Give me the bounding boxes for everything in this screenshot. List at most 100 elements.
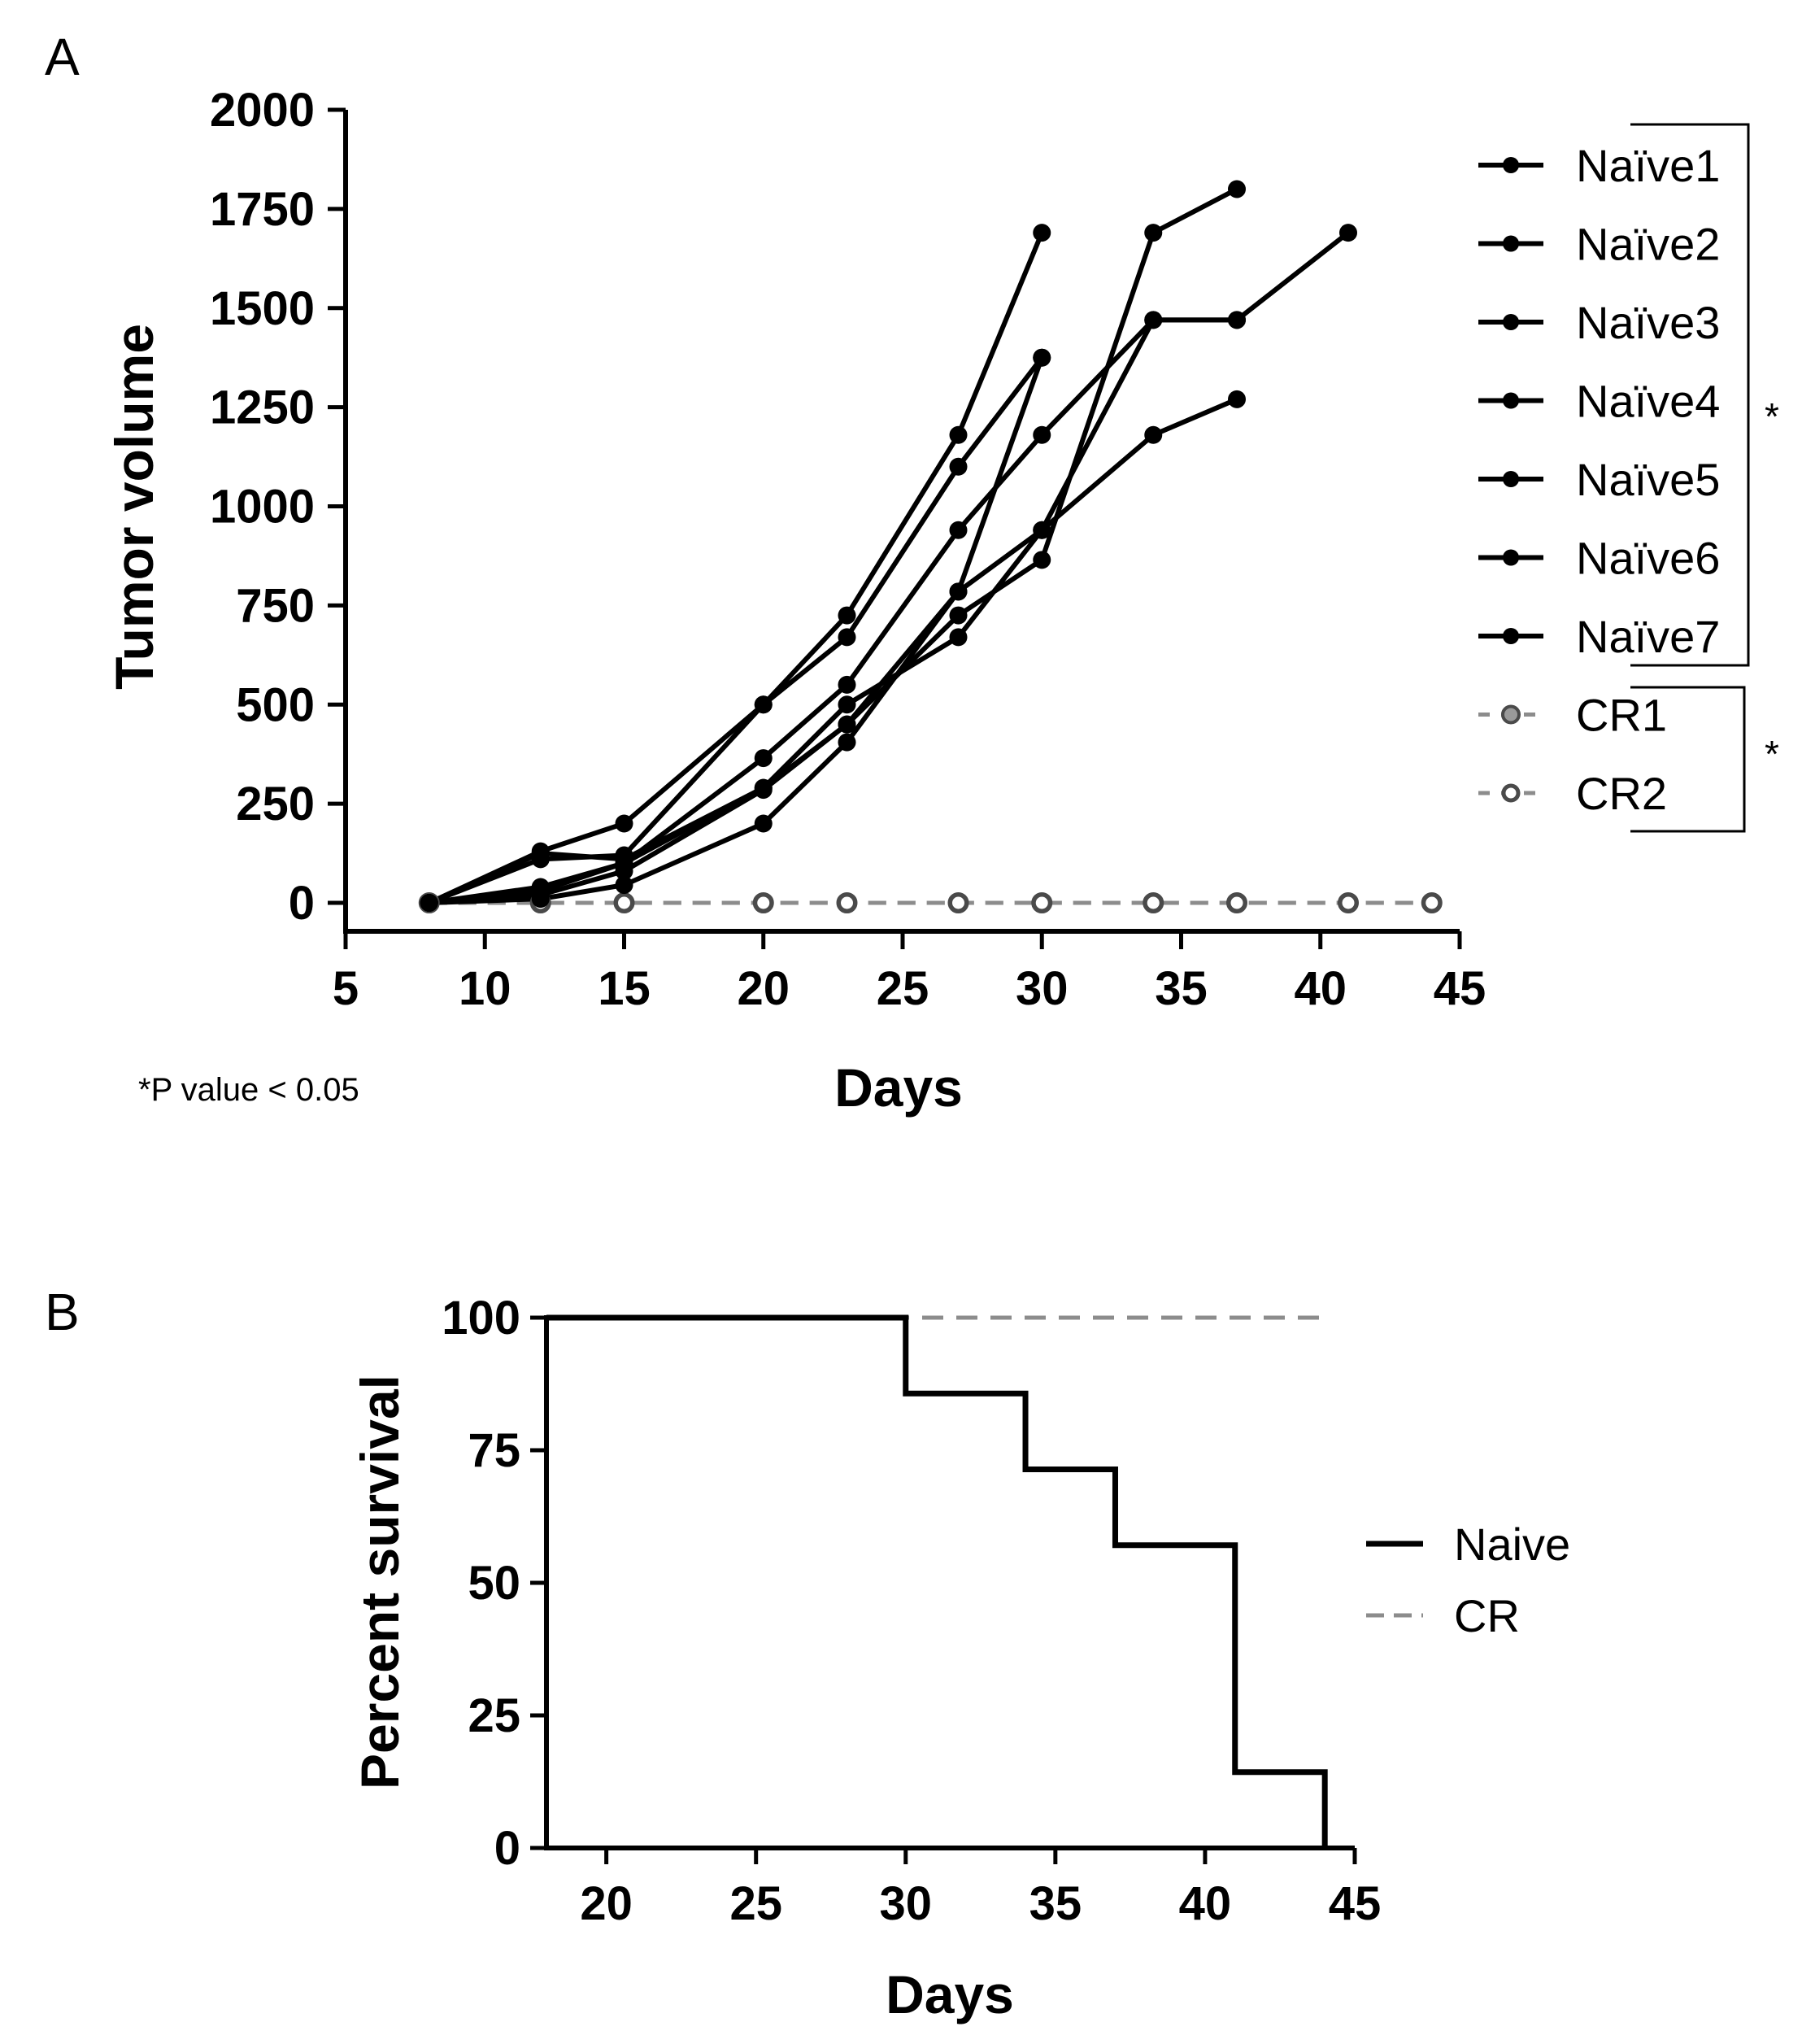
y-tick-label: 100: [442, 1292, 520, 1345]
data-point: [1338, 892, 1359, 913]
legend-swatch-marker: [1501, 783, 1521, 803]
y-tick-label: 2000: [210, 84, 315, 137]
x-tick-label: 20: [580, 1877, 633, 1930]
y-tick-label: 250: [236, 778, 315, 830]
y-tick-label: 50: [468, 1557, 520, 1610]
data-point: [1144, 425, 1163, 444]
data-point: [615, 850, 633, 869]
legend-label: Naïve5: [1576, 454, 1720, 505]
legend-label: CR: [1454, 1590, 1520, 1641]
x-tick-label: 40: [1179, 1877, 1232, 1930]
x-tick-label: 35: [1029, 1877, 1082, 1930]
data-point: [754, 778, 773, 797]
data-point: [531, 890, 550, 909]
data-point: [1033, 425, 1051, 444]
y-tick-label: 0: [494, 1822, 520, 1875]
x-tick-label: 25: [729, 1877, 782, 1930]
x-axis-title: Days: [886, 1964, 1014, 2024]
data-point: [949, 457, 968, 476]
x-tick-label: 40: [1294, 962, 1347, 1015]
footnote: *P value < 0.05: [138, 1072, 359, 1108]
x-tick-label: 10: [459, 962, 511, 1015]
data-point: [420, 894, 438, 912]
x-axis-title: Days: [834, 1057, 963, 1118]
data-point: [948, 892, 968, 913]
legend-swatch-marker: [1503, 471, 1519, 487]
x-tick-label: 30: [880, 1877, 933, 1930]
data-point: [753, 892, 774, 913]
legend-label: Naïve2: [1576, 219, 1720, 270]
data-point: [1143, 892, 1164, 913]
data-point: [1144, 224, 1163, 242]
data-point: [1033, 551, 1051, 569]
data-point: [1339, 224, 1357, 242]
series-line-Naïve2: [428, 355, 1044, 905]
naive-bracket: [1630, 123, 1750, 667]
legend-swatch-marker: [1503, 314, 1519, 330]
survival-line-Naive: [546, 1314, 1328, 1848]
data-point: [1228, 311, 1246, 329]
x-tick-label: 15: [598, 962, 651, 1015]
data-point: [1228, 180, 1246, 198]
legend-label: Naïve1: [1576, 140, 1720, 191]
series-line-Naïve3: [429, 317, 1237, 905]
legend-swatch-marker: [1503, 157, 1519, 173]
panel-a-label: A: [45, 28, 80, 86]
y-tick-label: 0: [289, 877, 315, 930]
data-point: [754, 749, 773, 768]
y-tick-label: 750: [236, 579, 315, 632]
legend-label: Naïve6: [1576, 533, 1720, 584]
y-tick-label: 1250: [210, 381, 315, 434]
data-point: [1033, 348, 1051, 367]
data-point: [754, 695, 773, 714]
legend-swatch-marker: [1503, 392, 1519, 409]
x-tick-label: 35: [1155, 962, 1208, 1015]
survival-chart: 0 25 50 75 100 20 25 30 35 40 45 Days Percent surviv…: [350, 1292, 1570, 2024]
legend-swatch-marker: [1503, 235, 1519, 252]
data-point: [1228, 390, 1246, 408]
data-point: [838, 606, 856, 625]
data-point: [838, 628, 856, 647]
data-point: [949, 628, 968, 647]
x-tick-label: 45: [1434, 962, 1486, 1015]
x-tick-label: 30: [1016, 962, 1069, 1015]
tumor-volume-chart: 0 250 500 750 1000 1250 1500 1750 2000 5 10 15 20 25 3…: [104, 84, 1750, 1118]
data-point: [615, 814, 633, 833]
data-point: [837, 892, 857, 913]
y-tick-label: 500: [236, 678, 315, 731]
y-tick-label: 1750: [210, 183, 315, 236]
legend-label: CR1: [1576, 690, 1667, 741]
legend-label: Naïve4: [1576, 376, 1720, 427]
data-point: [754, 814, 773, 833]
data-point: [838, 675, 856, 694]
series-line-Naïve7: [428, 356, 1045, 905]
y-tick-label: 75: [468, 1424, 520, 1477]
y-tick-label: 1000: [210, 481, 315, 534]
legend-swatch-marker: [1501, 704, 1521, 725]
panel-b-label: B: [45, 1283, 80, 1341]
data-point: [615, 876, 633, 895]
legend-label: CR2: [1576, 768, 1667, 819]
y-tick-label: 1500: [210, 282, 315, 335]
legend-label: Naive: [1454, 1519, 1570, 1570]
data-point: [949, 521, 968, 539]
x-tick-label: 25: [877, 962, 929, 1015]
y-axis-title: Percent survival: [350, 1375, 410, 1789]
data-point: [1421, 892, 1443, 913]
y-tick-label: 25: [468, 1689, 520, 1742]
data-point: [614, 892, 634, 913]
series-line-Naïve5: [429, 186, 1238, 905]
data-point: [949, 582, 968, 601]
data-point: [838, 733, 856, 752]
data-point: [1031, 892, 1052, 913]
data-point: [1033, 521, 1051, 539]
data-point: [531, 844, 550, 863]
data-point: [838, 715, 856, 734]
data-point: [1226, 892, 1247, 913]
data-point: [1033, 224, 1051, 242]
y-axis-title: Tumor volume: [104, 324, 164, 690]
legend-label: Naïve3: [1576, 297, 1720, 348]
data-point: [949, 425, 968, 444]
